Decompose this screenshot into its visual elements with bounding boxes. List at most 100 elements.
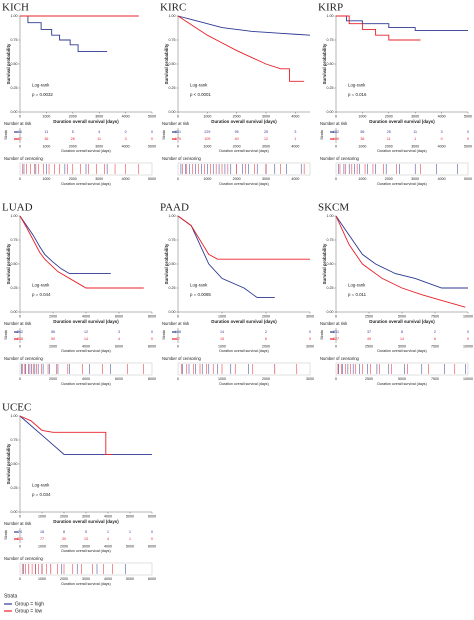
risk-count: 5: [85, 530, 87, 534]
risk-count: 231: [333, 330, 339, 334]
risk-strata-label: Strata: [162, 130, 166, 140]
censor-x-tick-label: 2500: [365, 377, 373, 381]
x-tick-label: 3000: [411, 114, 419, 118]
y-tick-label: 0.25: [169, 286, 176, 290]
risk-x-tick-label: 2000: [262, 344, 270, 348]
risk-x-tick-label: 0: [19, 144, 21, 148]
risk-count: 74: [18, 530, 22, 534]
censor-x-tick-label: 1000: [42, 177, 50, 181]
risk-count: 0: [309, 337, 311, 341]
x-tick-label: 0: [335, 314, 337, 318]
censor-strip: [335, 162, 469, 176]
x-axis-label: Duration overall survival (days): [53, 119, 119, 124]
risk-count: 12: [84, 330, 88, 334]
survival-curve: [20, 15, 108, 52]
risk-x-tick-label: 0: [19, 544, 21, 548]
censor-x-tick-label: 2000: [262, 377, 270, 381]
risk-x-tick-label: 3000: [411, 144, 419, 148]
censor-x-label: Duration overall survival (days): [61, 182, 110, 186]
censor-x-label: Duration overall survival (days): [61, 382, 110, 386]
risk-x-label: Duration overall survival (days): [377, 149, 426, 153]
risk-x-tick-label: 2500: [365, 344, 373, 348]
risk-count: 18: [40, 530, 44, 534]
censor-x-tick-label: 4000: [82, 377, 90, 381]
risk-count: 25: [387, 130, 391, 134]
risk-count: 262: [17, 330, 23, 334]
risk-count: 36: [44, 137, 48, 141]
risk-strata-label: Strata: [4, 130, 8, 140]
censor-strip: [177, 362, 311, 376]
censor-x-tick-label: 0: [335, 377, 337, 381]
risk-count: 40: [235, 137, 239, 141]
risk-x-tick-label: 2000: [69, 144, 77, 148]
annotation: p = 0.011: [348, 292, 367, 297]
survival-curve: [19, 215, 144, 289]
risk-count: 3: [125, 137, 127, 141]
x-tick-label: 2000: [233, 114, 241, 118]
censor-title: Number of censoring: [162, 356, 202, 361]
y-tick-label: 0.50: [327, 262, 334, 266]
annotation: p = 0.0085: [190, 292, 211, 297]
censor-x-tick-label: 5000: [464, 177, 472, 181]
y-axis-label: Survival probability: [6, 443, 11, 484]
censor-x-tick-label: 3000: [95, 177, 103, 181]
annotation: p < 0.0001: [190, 92, 211, 97]
censor-x-tick-label: 5000: [148, 177, 156, 181]
risk-count: 0: [309, 330, 311, 334]
risk-x-tick-label: 1000: [38, 544, 46, 548]
censor-x-tick-label: 1000: [358, 177, 366, 181]
y-tick-label: 0.25: [327, 86, 334, 90]
risk-x-tick-label: 1000: [218, 344, 226, 348]
censor-title: Number of censoring: [4, 356, 44, 361]
risk-count: 6: [434, 337, 436, 341]
risk-count: 8: [401, 330, 403, 334]
survival-curve: [177, 15, 311, 36]
risk-table-title: Number at risk: [320, 121, 348, 126]
risk-count: 5: [72, 130, 74, 134]
y-tick-label: 0.75: [11, 438, 18, 442]
risk-count: 3: [118, 330, 120, 334]
risk-x-tick-label: 3000: [95, 144, 103, 148]
x-tick-label: 4000: [438, 114, 446, 118]
censor-title: Number of censoring: [320, 156, 360, 161]
y-tick-label: 0.25: [11, 486, 18, 490]
panel-title: SKCM: [318, 202, 349, 214]
censor-x-tick-label: 4000: [122, 177, 130, 181]
y-tick-label: 0.25: [11, 86, 18, 90]
risk-x-tick-label: 4000: [82, 344, 90, 348]
x-tick-label: 2000: [49, 314, 57, 318]
risk-x-tick-label: 8000: [148, 344, 156, 348]
censor-x-label: Duration overall survival (days): [377, 182, 426, 186]
censor-x-tick-label: 0: [19, 177, 21, 181]
risk-x-tick-label: 5000: [464, 144, 472, 148]
censor-title: Number of censoring: [162, 156, 202, 161]
risk-count: 50: [51, 337, 55, 341]
y-tick-label: 0.25: [327, 286, 334, 290]
x-tick-label: 5000: [464, 114, 472, 118]
risk-x-tick-label: 3000: [262, 144, 270, 148]
y-tick-label: 0.00: [11, 510, 18, 514]
x-tick-label: 4000: [122, 114, 130, 118]
y-tick-label: 0.50: [11, 462, 18, 466]
risk-count: 3: [294, 130, 296, 134]
panel-title: LUAD: [2, 202, 33, 214]
y-tick-label: 0.50: [169, 262, 176, 266]
y-tick-label: 0.00: [169, 110, 176, 114]
risk-count: 11: [387, 137, 391, 141]
annotation: Log-rank: [190, 282, 208, 287]
x-tick-label: 3000: [82, 514, 90, 518]
panel-title: KIRC: [160, 2, 186, 14]
x-tick-label: 0: [335, 114, 337, 118]
annotation: p = 0.016: [348, 92, 367, 97]
annotation: Log-rank: [32, 282, 50, 287]
censor-x-tick-label: 3000: [262, 177, 270, 181]
survival-curve: [177, 215, 310, 260]
y-tick-label: 1.00: [327, 14, 334, 18]
x-tick-label: 2000: [69, 114, 77, 118]
x-axis-label: Duration overall survival (days): [211, 119, 277, 124]
x-tick-label: 0: [19, 314, 21, 318]
risk-count: 25: [264, 130, 268, 134]
risk-x-tick-label: 4000: [291, 144, 299, 148]
risk-count: 6: [265, 337, 267, 341]
censor-x-tick-label: 6000: [148, 577, 156, 581]
